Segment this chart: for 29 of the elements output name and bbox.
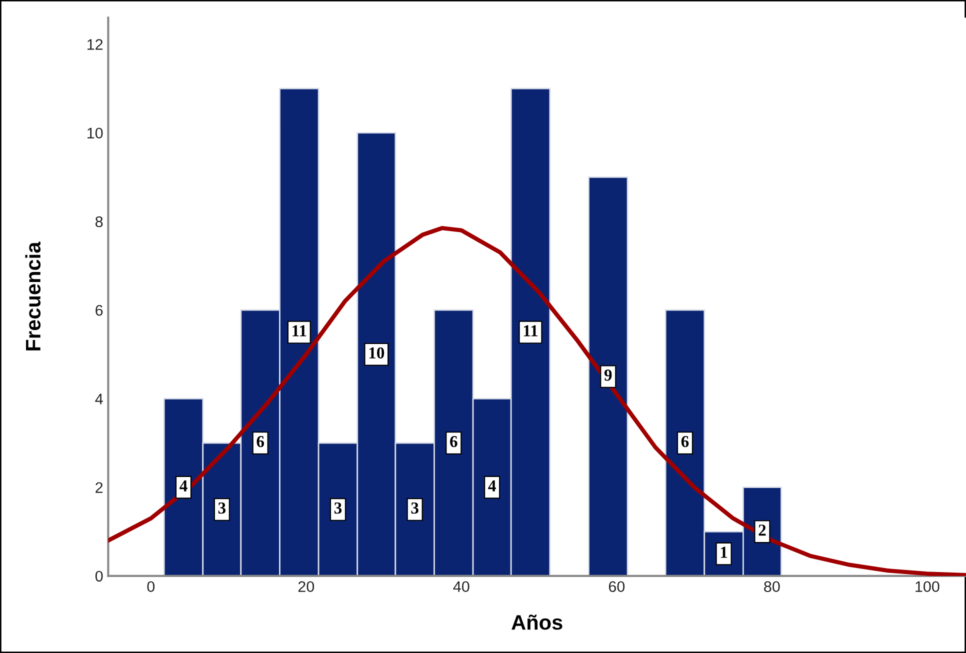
data-label: 9 <box>604 370 612 381</box>
data-label: 6 <box>681 436 689 448</box>
x-tick-label: 60 <box>608 581 625 592</box>
y-axis-title: Frecuencia <box>25 242 41 350</box>
x-axis-title: Años <box>512 614 562 630</box>
x-tick-label: 100 <box>916 581 940 592</box>
y-tick-label: 12 <box>88 39 103 50</box>
x-tick-label: 80 <box>764 581 780 592</box>
data-label: 4 <box>180 480 188 492</box>
y-tick-label: 6 <box>96 304 103 316</box>
x-tick-label: 40 <box>453 581 470 592</box>
data-label: 6 <box>450 436 458 448</box>
data-label: 1 <box>720 546 728 558</box>
data-label: 11 <box>292 325 306 336</box>
data-label: 3 <box>411 502 418 514</box>
data-label: 3 <box>218 502 226 514</box>
x-tick-label: 20 <box>298 581 314 592</box>
y-tick-label: 8 <box>96 216 103 228</box>
data-label: 2 <box>758 524 766 536</box>
y-tick-label: 4 <box>95 394 103 404</box>
data-label: 11 <box>524 325 538 336</box>
data-label: 10 <box>369 347 384 359</box>
data-label: 6 <box>256 436 264 448</box>
y-tick-label: 10 <box>88 128 103 139</box>
y-tick-label: 2 <box>96 482 103 493</box>
y-tick-label: 0 <box>95 570 103 582</box>
data-label: 3 <box>334 502 342 514</box>
x-tick-label: 0 <box>147 581 155 592</box>
data-label: 4 <box>488 480 496 492</box>
